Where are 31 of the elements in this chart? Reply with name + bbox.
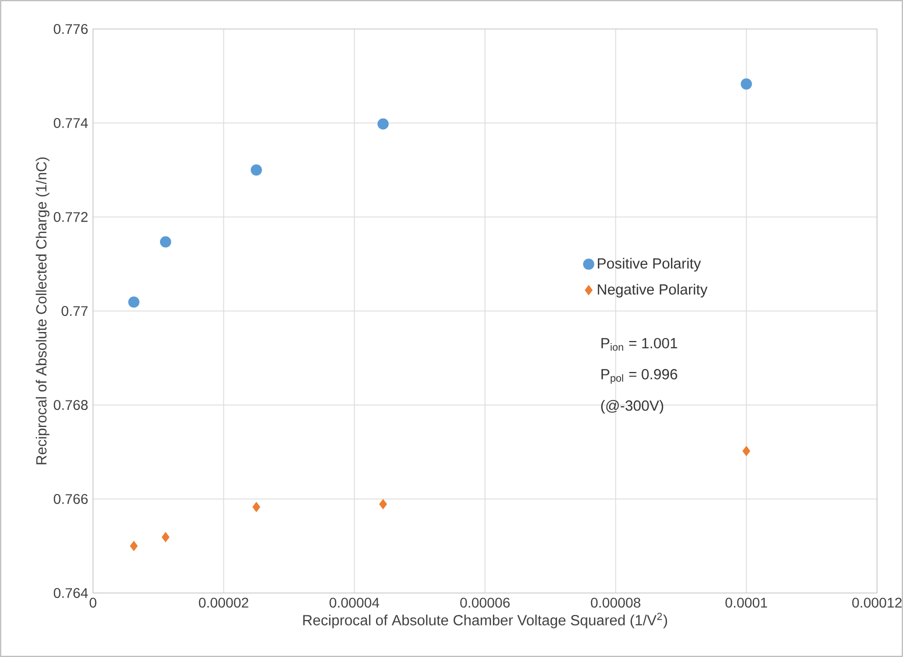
- point: [377, 118, 389, 130]
- point: [740, 78, 752, 90]
- x-tick-label: 0.00002: [198, 598, 248, 608]
- point: [379, 499, 387, 510]
- point: [742, 446, 750, 456]
- y-tick-label: 0.776: [54, 24, 88, 34]
- y-tick-label: 0.766: [54, 494, 88, 504]
- legend-label: Negative Polarity: [598, 284, 708, 298]
- y-tick-label: 0.764: [54, 588, 88, 598]
- y-axis-title: Reciprocal of Absolute Collected Charge (1/nC): [36, 157, 50, 464]
- x-tick-label: 0: [90, 598, 96, 608]
- y-tick-label: 0.772: [54, 212, 88, 222]
- point: [252, 502, 260, 512]
- x-axis-title: Reciprocal of Absolute Chamber Voltage Squared (1/V$^{2}$): [303, 612, 668, 628]
- y-tick-label: 0.768: [54, 400, 88, 410]
- x-tick-label: 0.0001: [725, 598, 768, 608]
- annotation: (@-300V): [601, 400, 664, 414]
- point: [162, 532, 170, 542]
- point: [250, 164, 262, 176]
- x-tick-label: 0.00006: [460, 598, 510, 608]
- y-tick-label: 0.774: [54, 118, 88, 128]
- x-tick-label: 0.00004: [330, 598, 380, 608]
- annotation: P$_{pol}$ = 0.996: [602, 369, 678, 384]
- point: [130, 540, 138, 552]
- point: [128, 296, 140, 308]
- x-tick-label: 0.00008: [590, 598, 640, 608]
- legend-label: Positive Polarity: [598, 258, 701, 272]
- x-tick-label: 0.00012: [852, 598, 902, 608]
- annotation: P$_{ion}$ = 1.001: [602, 338, 678, 351]
- point: [160, 236, 172, 248]
- y-tick-label: 0.77: [62, 306, 88, 316]
